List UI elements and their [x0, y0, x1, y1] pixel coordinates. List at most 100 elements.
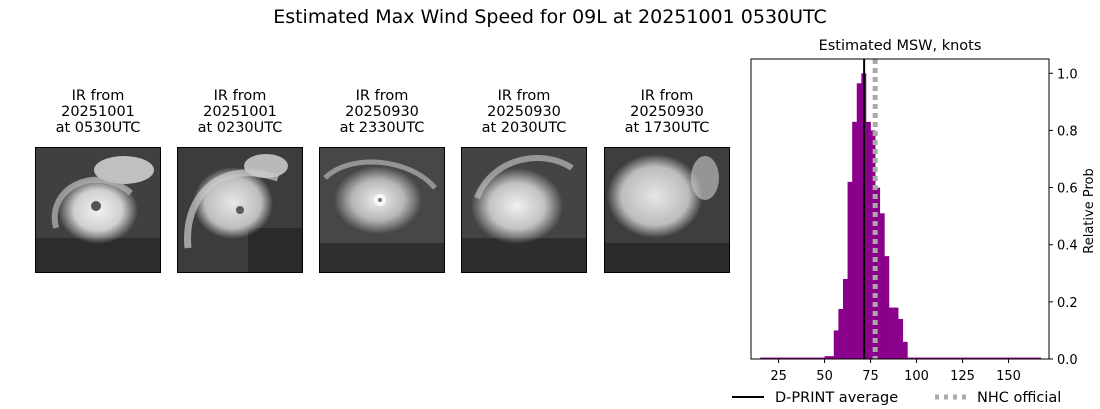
histogram-bar-53 [1003, 357, 1009, 359]
ir-caption-date: 20250930 [630, 104, 704, 120]
histogram-bar-32 [907, 357, 913, 359]
ir-satellite-image [35, 147, 161, 273]
histogram-bar-39 [939, 357, 945, 359]
histogram-bar-26 [879, 213, 885, 359]
histogram-bar-0 [760, 357, 766, 359]
histogram-bar-59 [1031, 357, 1037, 359]
histogram-bar-31 [902, 341, 908, 359]
histogram-bar-10 [806, 357, 812, 359]
histogram-bar-47 [976, 357, 982, 359]
ir-caption: IR from 20250930 at 2330UTC [319, 88, 445, 140]
ir-caption-line1: IR from [497, 88, 551, 104]
histogram-bar-57 [1022, 357, 1028, 359]
ir-caption-line1: IR from [213, 88, 267, 104]
ir-caption-time: at 2330UTC [339, 120, 425, 136]
histogram-bar-43 [957, 357, 963, 359]
histogram-bar-60 [1036, 357, 1042, 359]
histogram-bar-13 [819, 357, 825, 359]
histogram-bar-35 [921, 357, 927, 359]
ir-panel-1: IR from 20251001 at 0530UTC [35, 88, 161, 273]
histogram-bar-12 [815, 357, 821, 359]
histogram-bar-16 [833, 330, 839, 359]
histogram-bar-52 [999, 357, 1005, 359]
histogram-bar-51 [994, 357, 1000, 359]
histogram-bar-33 [911, 357, 917, 359]
ir-caption-time: at 1730UTC [624, 120, 710, 136]
histogram-bar-36 [925, 357, 931, 359]
histogram-bar-6 [787, 357, 793, 359]
histogram-bar-50 [990, 357, 996, 359]
histogram-bar-27 [884, 256, 890, 359]
histogram-bar-37 [930, 357, 936, 359]
y-axis-label: Relative Prob [1082, 168, 1097, 253]
x-tick-label-2: 75 [862, 369, 879, 384]
ir-caption-date: 20251001 [203, 104, 277, 120]
plot-frame [750, 58, 1050, 360]
ir-caption: IR from 20250930 at 1730UTC [604, 88, 730, 140]
ir-panel-3: IR from 20250930 at 2330UTC [319, 88, 445, 273]
ir-satellite-image [461, 147, 587, 273]
histogram-bar-54 [1008, 357, 1014, 359]
x-tick-label-0: 25 [770, 369, 787, 384]
y-tick-label-0: 0.0 [1057, 353, 1078, 368]
ir-caption: IR from 20251001 at 0230UTC [177, 88, 303, 140]
x-axis: 25 50 75 100 125 150 [770, 359, 1021, 384]
histogram-bar-46 [971, 357, 977, 359]
y-tick-label-2: 0.4 [1057, 239, 1078, 254]
ir-satellite-image [177, 147, 303, 273]
histogram-bar-45 [967, 357, 973, 359]
histogram-bar-5 [783, 357, 789, 359]
y-tick-label-5: 1.0 [1057, 67, 1078, 82]
x-tick-label-4: 125 [950, 369, 975, 384]
y-tick-label-1: 0.2 [1057, 296, 1078, 311]
histogram-bar-49 [985, 357, 991, 359]
legend-nhc-label: NHC official [977, 390, 1061, 406]
ir-caption-time: at 2030UTC [481, 120, 567, 136]
x-tick-label-3: 100 [904, 369, 929, 384]
histogram-bar-1 [764, 357, 770, 359]
ir-caption-date: 20250930 [487, 104, 561, 120]
histogram-bar-58 [1026, 357, 1032, 359]
chart-title: Estimated MSW, knots [819, 38, 982, 54]
histogram-bar-38 [934, 357, 940, 359]
legend: D-PRINT average NHC official [732, 390, 1061, 406]
x-tick-label-5: 150 [996, 369, 1021, 384]
ir-satellite-image [604, 147, 730, 273]
histogram-bar-11 [810, 357, 816, 359]
histogram-bar-7 [792, 357, 798, 359]
histogram-bar-40 [944, 357, 950, 359]
x-tick-label-1: 50 [816, 369, 833, 384]
reference-lines [863, 59, 878, 359]
figure-title: Estimated Max Wind Speed for 09L at 2025… [273, 6, 827, 28]
histogram-bar-21 [856, 83, 862, 359]
ir-panel-5: IR from 20250930 at 1730UTC [604, 88, 730, 273]
histogram-bar-18 [842, 279, 848, 359]
y-tick-label-3: 0.6 [1057, 182, 1078, 197]
histogram-bar-42 [953, 357, 959, 359]
ir-panel-4: IR from 20250930 at 2030UTC [461, 88, 587, 273]
histogram-bar-2 [769, 357, 775, 359]
histogram-bar-14 [824, 356, 830, 359]
histogram-bar-19 [847, 181, 853, 359]
histogram-bar-24 [870, 130, 876, 359]
ir-caption-line1: IR from [640, 88, 694, 104]
y-tick-label-4: 0.8 [1057, 124, 1078, 139]
histogram-bar-23 [865, 121, 871, 359]
ir-caption-date: 20251001 [61, 104, 135, 120]
histogram-bar-48 [980, 357, 986, 359]
histogram-bar-20 [852, 121, 858, 359]
histogram-bar-41 [948, 357, 954, 359]
histogram-bar-56 [1017, 357, 1023, 359]
histogram-bar-44 [962, 357, 968, 359]
ir-caption-line1: IR from [71, 88, 125, 104]
bars-layer [760, 73, 1042, 359]
histogram-bar-3 [773, 357, 779, 359]
legend-dprint-label: D-PRINT average [775, 390, 898, 406]
ir-panel-2: IR from 20251001 at 0230UTC [177, 88, 303, 273]
histogram-bar-34 [916, 357, 922, 359]
histogram-bar-55 [1013, 357, 1019, 359]
histogram-bar-9 [801, 357, 807, 359]
histogram-bar-28 [888, 307, 894, 359]
ir-satellite-image [319, 147, 445, 273]
